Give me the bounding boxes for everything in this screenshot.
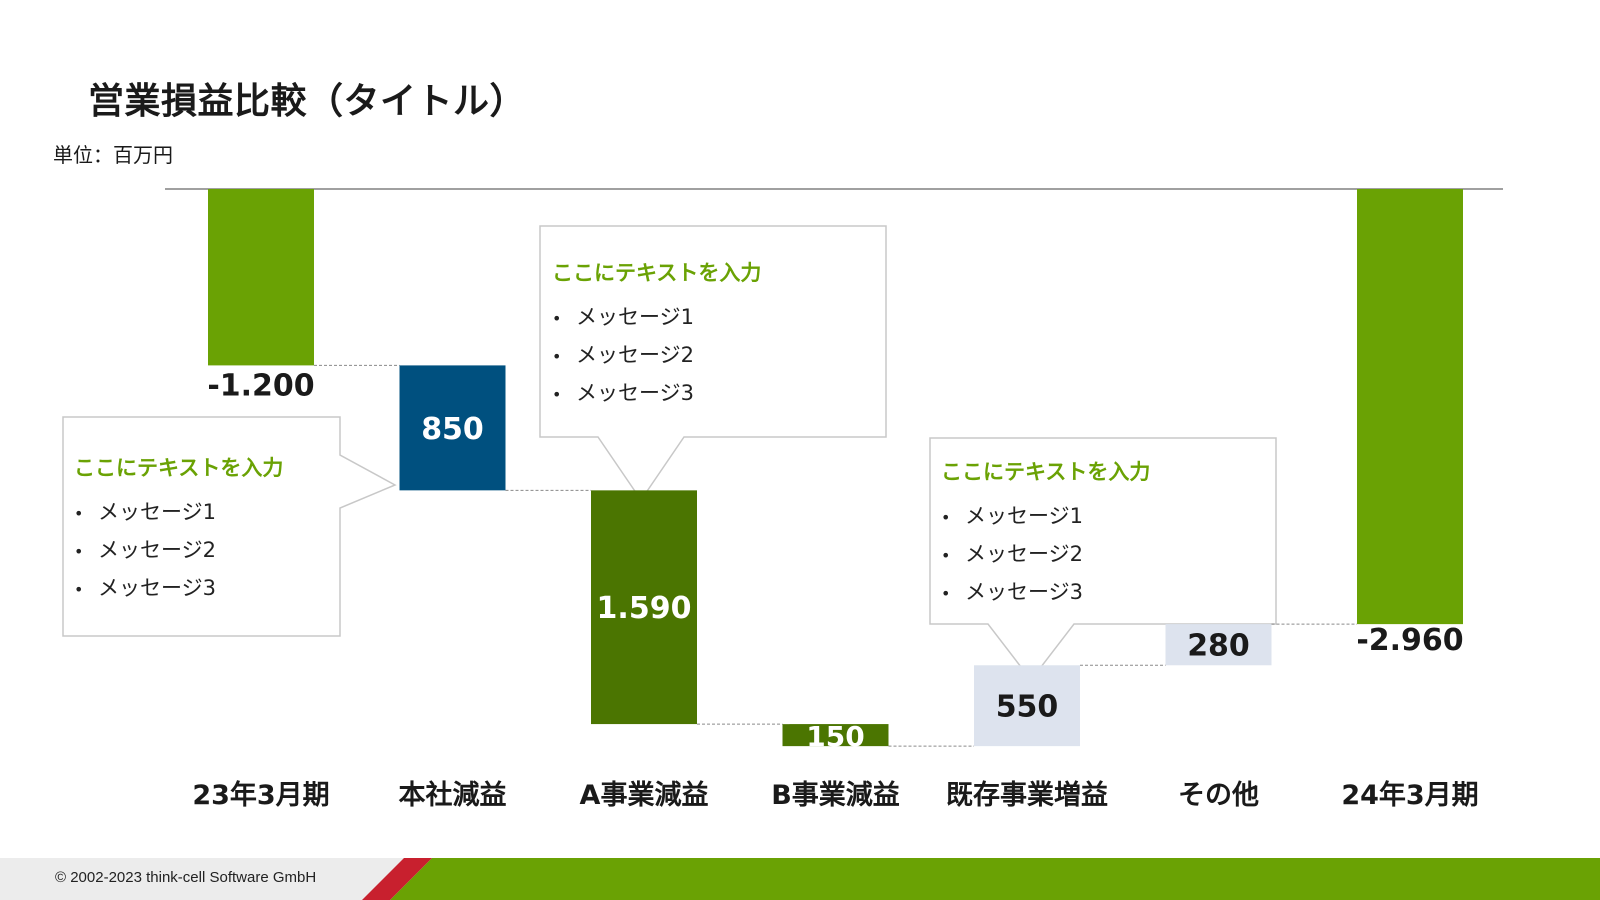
bar-5	[1165, 624, 1272, 666]
callout-right-list: メッセージ1 メッセージ2 メッセージ3	[941, 498, 1083, 612]
callout-middle-list: メッセージ1 メッセージ2 メッセージ3	[552, 299, 694, 413]
callout-shape-middle	[539, 225, 887, 502]
category-label: 23年3月期	[192, 779, 329, 811]
value-label: -2.960	[1356, 623, 1463, 658]
callout-middle-item: メッセージ2	[552, 337, 694, 375]
bar-0	[208, 189, 314, 366]
callout-middle-item: メッセージ3	[552, 375, 694, 413]
callout-right-item: メッセージ1	[941, 498, 1083, 536]
category-label: 24年3月期	[1341, 779, 1478, 811]
value-label: 150	[806, 720, 864, 753]
callout-right-item: メッセージ2	[941, 536, 1083, 574]
copyright-text: © 2002-2023 think-cell Software GmbH	[55, 869, 317, 886]
category-label: 既存事業増益	[946, 779, 1108, 811]
category-label: 本社減益	[399, 779, 507, 811]
value-label: 850	[421, 412, 484, 447]
callout-left-item: メッセージ1	[74, 494, 216, 532]
callout-left-item: メッセージ2	[74, 532, 216, 570]
callout-left-list: メッセージ1 メッセージ2 メッセージ3	[74, 494, 216, 608]
bar-1	[399, 365, 506, 491]
callout-right-item: メッセージ3	[941, 574, 1083, 612]
callout-right-title: ここにテキストを入力	[941, 460, 1151, 484]
value-label: 280	[1187, 629, 1250, 664]
bar-3	[782, 724, 889, 747]
callout-left-title: ここにテキストを入力	[74, 456, 284, 480]
category-label: A事業減益	[580, 780, 709, 811]
footer-band	[0, 858, 1600, 900]
bar-notch	[781, 720, 790, 725]
unit-label: 単位：百万円	[53, 143, 173, 167]
callout-middle-title: ここにテキストを入力	[552, 261, 762, 285]
callout-left-item: メッセージ3	[74, 570, 216, 608]
bar-6	[1357, 189, 1463, 625]
category-label: B事業減益	[771, 780, 900, 811]
category-label: その他	[1178, 780, 1259, 811]
value-label: -1.200	[207, 368, 314, 403]
callout-middle-item: メッセージ1	[552, 299, 694, 337]
bar-2	[591, 490, 697, 725]
value-label: 1.590	[597, 591, 692, 626]
value-label: 550	[996, 690, 1059, 725]
page-title: 営業損益比較（タイトル）	[88, 81, 527, 122]
bar-4	[974, 665, 1080, 747]
